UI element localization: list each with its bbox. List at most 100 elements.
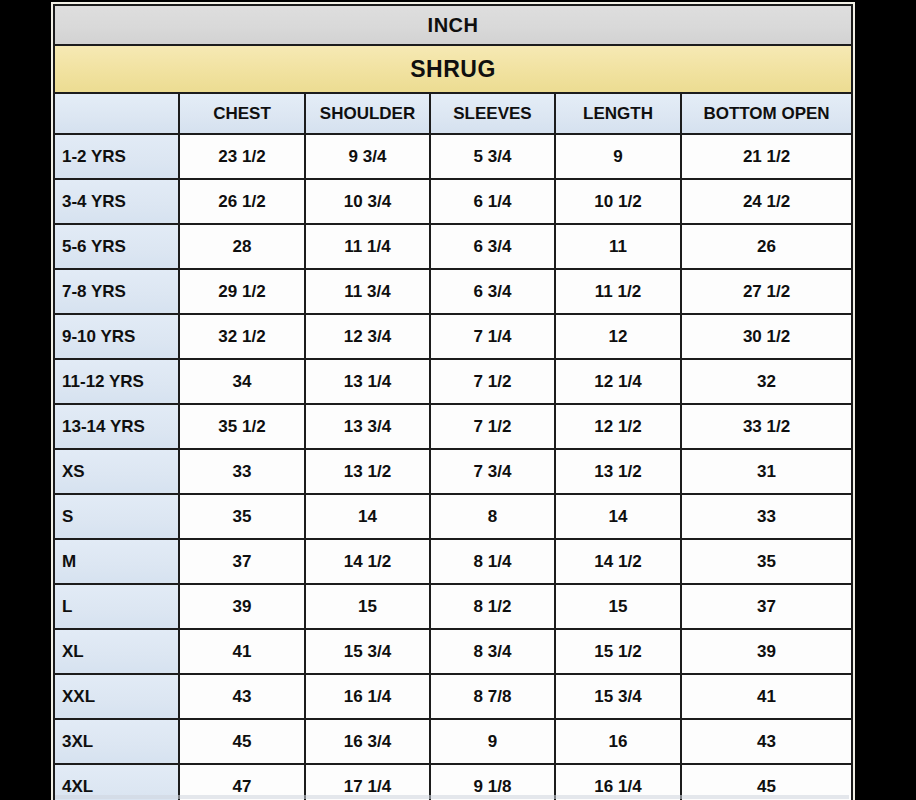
table-cell: 10 3/4 [305,179,430,224]
column-header: CHEST [179,93,305,134]
table-cell: 39 [179,584,305,629]
row-label: 13-14 YRS [54,404,179,449]
table-cell: 26 1/2 [179,179,305,224]
table-cell: 12 3/4 [305,314,430,359]
table-cell: 24 1/2 [681,179,852,224]
table-cell: 11 3/4 [305,269,430,314]
table-cell: 12 [555,314,681,359]
table-row: 3XL4516 3/491643 [54,719,852,764]
table-cell: 6 3/4 [430,269,555,314]
size-chart: INCH SHRUG CHESTSHOULDERSLEEVESLENGTHBOT… [51,2,855,800]
row-label: 3XL [54,719,179,764]
table-cell: 37 [681,584,852,629]
table-cell: 23 1/2 [179,134,305,179]
table-cell: 35 [179,494,305,539]
table-row: 5-6 YRS2811 1/46 3/41126 [54,224,852,269]
unit-banner-row: INCH [54,5,852,45]
table-cell: 21 1/2 [681,134,852,179]
table-cell: 8 1/2 [430,584,555,629]
table-cell: 11 [555,224,681,269]
table-cell: 11 1/4 [305,224,430,269]
table-cell: 14 1/2 [555,539,681,584]
table-cell: 30 1/2 [681,314,852,359]
table-cell: 16 [555,719,681,764]
table-cell: 43 [179,674,305,719]
row-label: XXL [54,674,179,719]
row-label: M [54,539,179,584]
table-row: M3714 1/28 1/414 1/235 [54,539,852,584]
row-label: S [54,494,179,539]
bottom-edge-artifact [55,795,849,799]
table-cell: 32 [681,359,852,404]
row-label: L [54,584,179,629]
table-cell: 15 3/4 [305,629,430,674]
table-cell: 45 [179,719,305,764]
row-label: XS [54,449,179,494]
table-cell: 33 [179,449,305,494]
size-chart-table: INCH SHRUG CHESTSHOULDERSLEEVESLENGTHBOT… [53,4,853,800]
table-cell: 13 1/2 [555,449,681,494]
table-cell: 13 3/4 [305,404,430,449]
column-header: SHOULDER [305,93,430,134]
table-cell: 15 3/4 [555,674,681,719]
table-row: XXL4316 1/48 7/815 3/441 [54,674,852,719]
corner-cell [54,93,179,134]
row-label: 9-10 YRS [54,314,179,359]
table-cell: 29 1/2 [179,269,305,314]
table-cell: 8 7/8 [430,674,555,719]
table-cell: 15 [305,584,430,629]
table-cell: 16 1/4 [305,674,430,719]
table-cell: 39 [681,629,852,674]
table-cell: 31 [681,449,852,494]
table-cell: 14 [305,494,430,539]
table-row: 7-8 YRS29 1/211 3/46 3/411 1/227 1/2 [54,269,852,314]
table-cell: 11 1/2 [555,269,681,314]
table-row: L39158 1/21537 [54,584,852,629]
table-cell: 27 1/2 [681,269,852,314]
unit-banner: INCH [54,5,852,45]
table-cell: 16 3/4 [305,719,430,764]
table-row: XL4115 3/48 3/415 1/239 [54,629,852,674]
table-cell: 14 1/2 [305,539,430,584]
row-label: XL [54,629,179,674]
table-cell: 8 1/4 [430,539,555,584]
product-banner-row: SHRUG [54,45,852,93]
table-cell: 7 1/4 [430,314,555,359]
table-cell: 15 [555,584,681,629]
column-header: LENGTH [555,93,681,134]
table-cell: 37 [179,539,305,584]
table-cell: 10 1/2 [555,179,681,224]
table-row: S351481433 [54,494,852,539]
table-cell: 6 1/4 [430,179,555,224]
column-header-row: CHESTSHOULDERSLEEVESLENGTHBOTTOM OPEN [54,93,852,134]
row-label: 1-2 YRS [54,134,179,179]
table-cell: 12 1/4 [555,359,681,404]
table-cell: 28 [179,224,305,269]
column-header: BOTTOM OPEN [681,93,852,134]
table-cell: 7 1/2 [430,359,555,404]
table-cell: 5 3/4 [430,134,555,179]
table-cell: 9 3/4 [305,134,430,179]
table-cell: 15 1/2 [555,629,681,674]
table-cell: 32 1/2 [179,314,305,359]
table-cell: 35 [681,539,852,584]
table-row: 11-12 YRS3413 1/47 1/212 1/432 [54,359,852,404]
table-row: XS3313 1/27 3/413 1/231 [54,449,852,494]
table-cell: 14 [555,494,681,539]
table-cell: 12 1/2 [555,404,681,449]
row-label: 11-12 YRS [54,359,179,404]
table-cell: 9 [430,719,555,764]
table-row: 13-14 YRS35 1/213 3/47 1/212 1/233 1/2 [54,404,852,449]
table-cell: 7 1/2 [430,404,555,449]
table-cell: 9 [555,134,681,179]
table-cell: 26 [681,224,852,269]
table-row: 1-2 YRS23 1/29 3/45 3/4921 1/2 [54,134,852,179]
row-label: 5-6 YRS [54,224,179,269]
table-cell: 13 1/2 [305,449,430,494]
table-cell: 43 [681,719,852,764]
table-row: 3-4 YRS26 1/210 3/46 1/410 1/224 1/2 [54,179,852,224]
row-label: 7-8 YRS [54,269,179,314]
table-cell: 8 [430,494,555,539]
table-cell: 41 [179,629,305,674]
table-cell: 6 3/4 [430,224,555,269]
